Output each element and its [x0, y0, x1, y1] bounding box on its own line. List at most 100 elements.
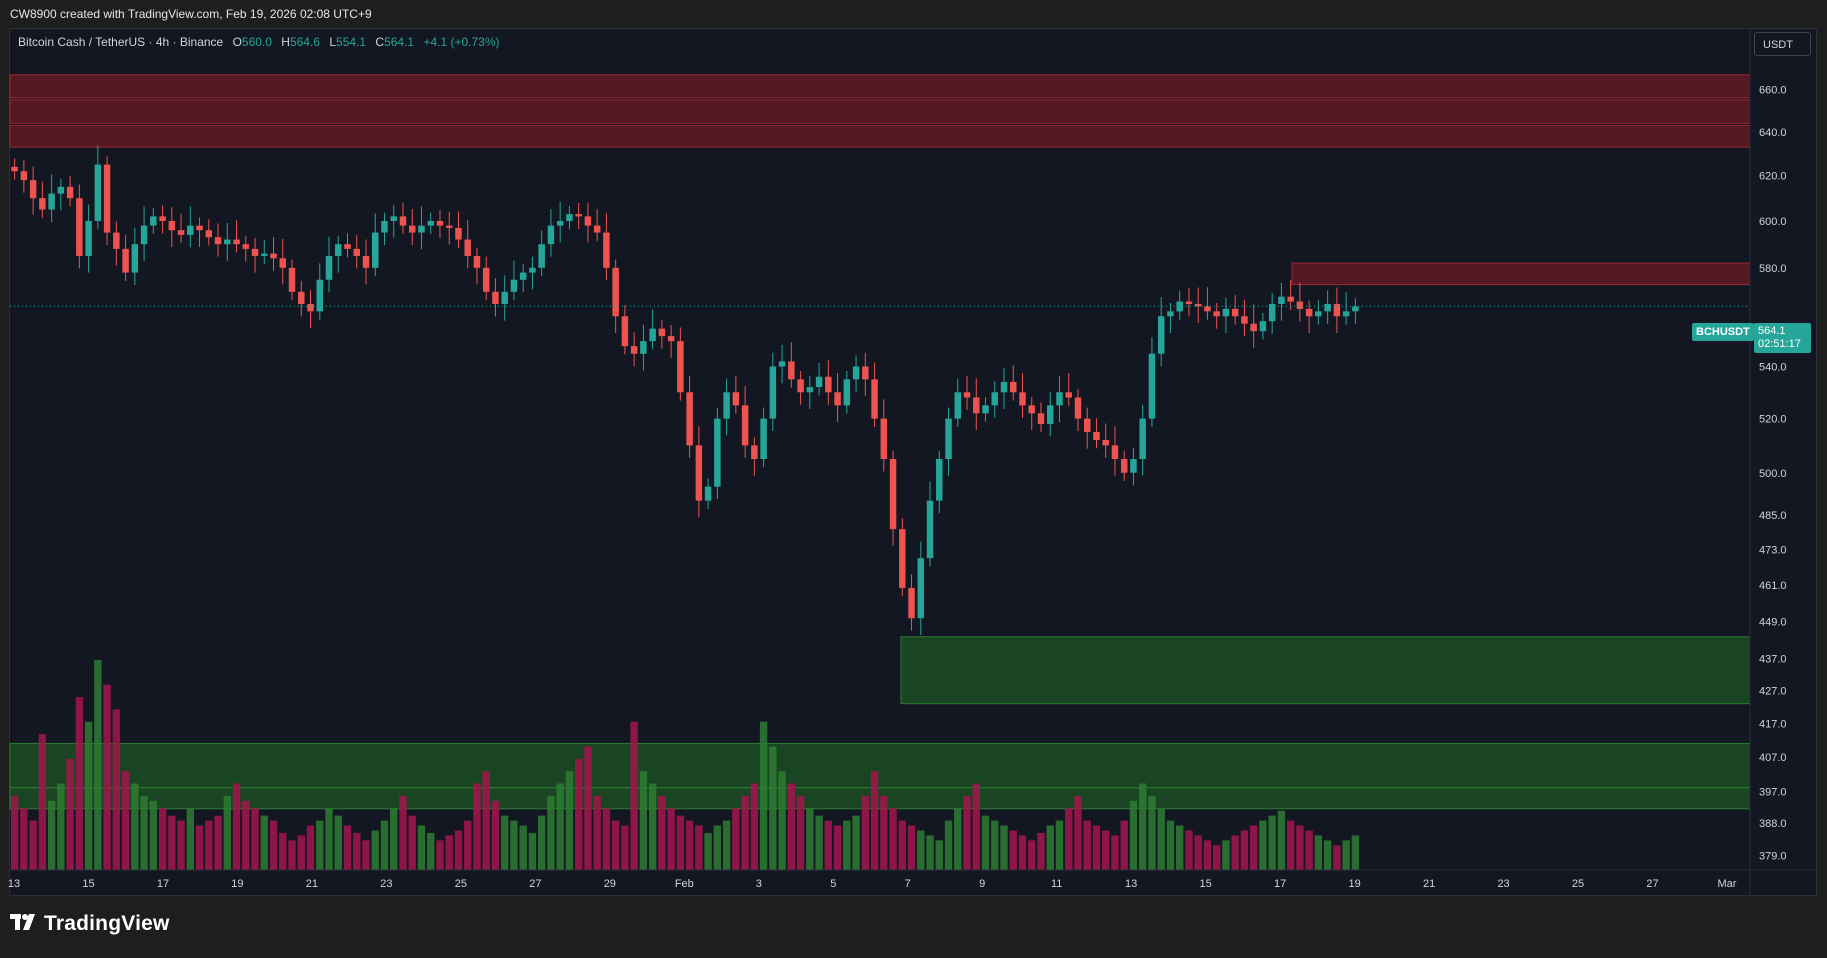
volume-bar	[140, 795, 148, 870]
candle-body	[603, 232, 610, 268]
candle-body	[66, 186, 74, 199]
candle-body	[732, 392, 740, 406]
change-value: +4.1 (+0.73%)	[423, 35, 500, 49]
volume-bar	[1268, 815, 1276, 870]
candle-body	[1194, 303, 1202, 307]
volume-bar	[445, 835, 453, 870]
candle-body	[103, 164, 111, 233]
candle-body	[1213, 311, 1220, 317]
volume-bar	[186, 808, 195, 870]
time-tick-label: 13	[8, 878, 20, 890]
volume-bar	[84, 721, 93, 870]
volume-bar	[1286, 820, 1295, 870]
volume-bar	[454, 830, 463, 870]
candle-body	[991, 392, 998, 406]
candle-body	[556, 220, 564, 226]
volume-bar	[574, 758, 583, 870]
price-tick-label: 427.0	[1759, 686, 1787, 698]
candle-body	[806, 387, 814, 393]
candle-body	[29, 180, 37, 199]
volume-bar	[861, 795, 870, 870]
price-tick-label: 437.0	[1759, 654, 1787, 666]
high-value: 564.6	[289, 35, 320, 49]
currency-button[interactable]: USDT	[1754, 32, 1811, 56]
candle-body	[695, 445, 703, 501]
brand-footer[interactable]: TradingView	[10, 912, 170, 936]
candle-body	[1167, 311, 1174, 317]
volume-bar	[1028, 840, 1036, 870]
volume-bar	[713, 825, 722, 870]
volume-bar	[343, 825, 352, 870]
candle-body	[261, 253, 268, 256]
volume-bar	[510, 820, 518, 870]
volume-bar	[778, 771, 786, 870]
candle-body	[963, 392, 971, 398]
volume-bar	[991, 820, 999, 870]
volume-bar	[149, 800, 158, 870]
candle-body	[372, 232, 379, 268]
volume-bar	[667, 808, 675, 870]
candle-body	[390, 216, 397, 221]
volume-bar	[593, 795, 601, 870]
candle-body	[899, 529, 906, 588]
volume-bar	[1148, 795, 1156, 870]
candle-body	[575, 214, 582, 217]
volume-bar	[38, 734, 47, 870]
volume-bar	[926, 835, 934, 870]
price-tick-label: 520.0	[1759, 414, 1787, 426]
time-tick-label: 5	[830, 878, 836, 890]
symbol-title[interactable]: Bitcoin Cash / TetherUS · 4h · Binance	[18, 35, 224, 49]
candle-body	[122, 248, 129, 273]
candle-body	[39, 198, 46, 210]
candle-body	[381, 220, 388, 233]
volume-bar	[464, 820, 472, 870]
candle-body	[1010, 381, 1017, 393]
volume-bar	[528, 832, 537, 870]
candle-body	[57, 186, 65, 194]
volume-bar	[500, 815, 509, 870]
volume-bar	[427, 832, 435, 870]
brand-name: TradingView	[44, 912, 170, 935]
volume-bar	[769, 746, 777, 870]
candle-body	[168, 220, 176, 231]
volume-bar	[158, 808, 167, 870]
volume-bar	[917, 830, 925, 870]
candle-body	[1047, 405, 1054, 424]
price-axis: 680.0660.0640.0620.0600.0580.0540.0520.0…	[1759, 43, 1787, 862]
time-tick-label: Feb	[675, 878, 694, 890]
candle-body	[1148, 353, 1156, 419]
candle-body	[187, 225, 194, 235]
open-label: O	[232, 35, 242, 49]
volume-bar	[1102, 830, 1110, 870]
candle-body	[1074, 397, 1082, 419]
time-tick-label: 23	[1497, 878, 1509, 890]
low-label: L	[329, 35, 337, 49]
volume-bar	[1092, 825, 1101, 870]
candle-body	[1176, 301, 1183, 312]
volume-bar	[907, 825, 916, 870]
volume-bar	[1249, 825, 1258, 870]
volume-bar	[1323, 840, 1332, 870]
volume-bar	[1296, 825, 1304, 870]
volume-bar	[168, 815, 176, 870]
volume-bar	[843, 820, 851, 870]
candle-body	[880, 418, 888, 460]
volume-bar	[353, 832, 361, 870]
zones-layer	[9, 74, 1751, 810]
volume-bar	[491, 800, 500, 870]
candle-body	[464, 239, 471, 256]
candle-body	[113, 232, 120, 249]
volume-bar	[297, 835, 305, 870]
volume-bar	[279, 832, 287, 870]
candle-body	[233, 239, 240, 245]
candle-body	[529, 267, 536, 273]
volume-bar	[750, 783, 759, 870]
volume-bar	[482, 771, 490, 870]
volume-bar	[685, 820, 694, 870]
symbol-legend: Bitcoin Cash / TetherUS · 4h · Binance O…	[18, 35, 500, 49]
zone-resistance-2	[9, 124, 1751, 148]
candle-body	[140, 225, 148, 245]
candle-body	[649, 328, 656, 342]
candle-body	[1139, 418, 1146, 460]
